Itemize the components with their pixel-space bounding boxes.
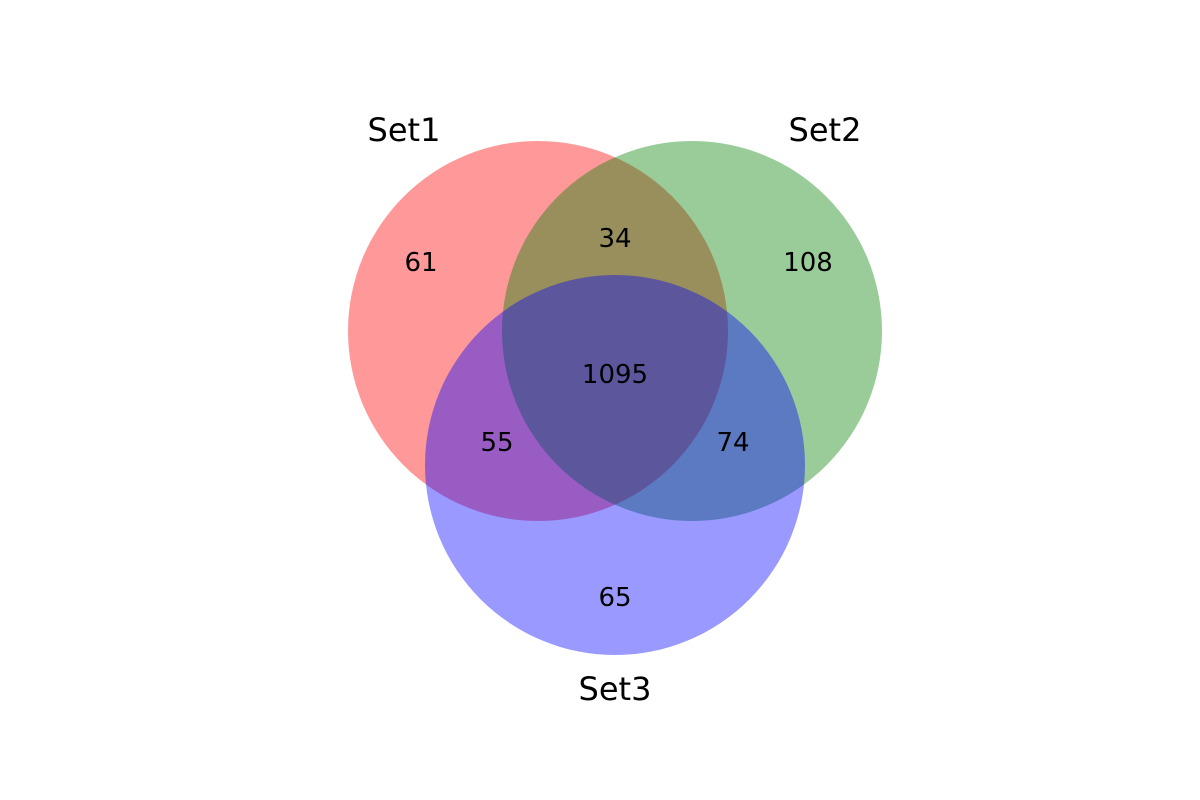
region-set1-set2-count: 34 xyxy=(598,224,631,254)
region-only-set3-count: 65 xyxy=(598,583,631,613)
region-only-set2-count: 108 xyxy=(783,248,833,278)
set2-label: Set2 xyxy=(789,111,862,149)
region-set1-set3-count: 55 xyxy=(480,428,513,458)
region-counts: 61 108 65 34 55 74 1095 xyxy=(404,224,832,613)
region-only-set1-count: 61 xyxy=(404,248,437,278)
set3-circle xyxy=(425,275,805,655)
set3-label: Set3 xyxy=(579,670,652,708)
set1-circle xyxy=(348,141,728,521)
set-labels: Set1 Set2 Set3 xyxy=(368,111,862,708)
region-set2-set3-count: 74 xyxy=(716,428,749,458)
region-all-three-count: 1095 xyxy=(582,360,648,390)
set1-label: Set1 xyxy=(368,111,441,149)
set2-circle xyxy=(502,141,882,521)
venn-circles xyxy=(348,141,882,655)
